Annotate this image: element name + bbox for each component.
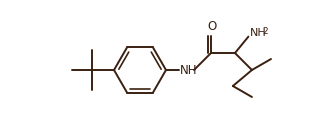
Text: NH: NH	[180, 63, 198, 77]
Text: 2: 2	[262, 27, 268, 36]
Text: NH: NH	[249, 28, 266, 38]
Text: O: O	[207, 20, 216, 33]
